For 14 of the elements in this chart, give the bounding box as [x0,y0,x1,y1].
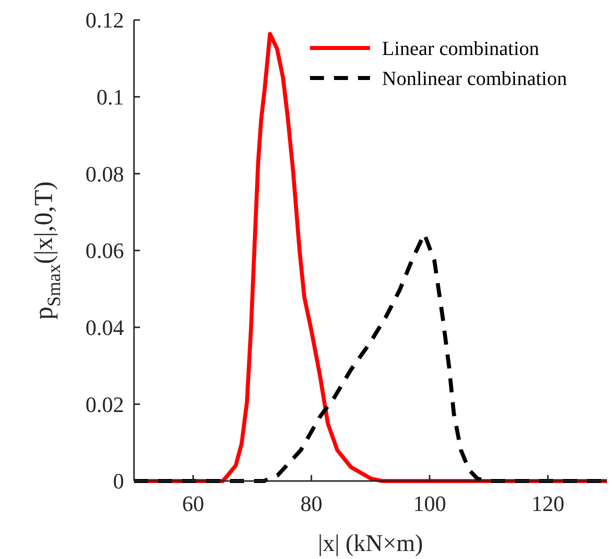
legend-label: Linear combination [382,38,540,60]
y-tick-label: 0 [113,468,124,494]
x-axis-title: |x| (kN×m) [318,531,424,557]
legend-label: Nonlinear combination [382,68,567,90]
y-tick-label: 0.08 [86,161,124,186]
x-tick-label: 120 [531,491,564,516]
y-tick-label: 0.02 [86,392,124,417]
x-tick-label: 60 [182,491,204,516]
y-tick-label: 0.1 [96,84,124,110]
x-tick-label: 100 [413,491,446,516]
y-tick-label: 0.04 [86,315,124,340]
x-tick-label: 80 [300,491,322,516]
y-tick-label: 0.12 [86,8,124,33]
y-tick-label: 0.06 [86,238,124,264]
